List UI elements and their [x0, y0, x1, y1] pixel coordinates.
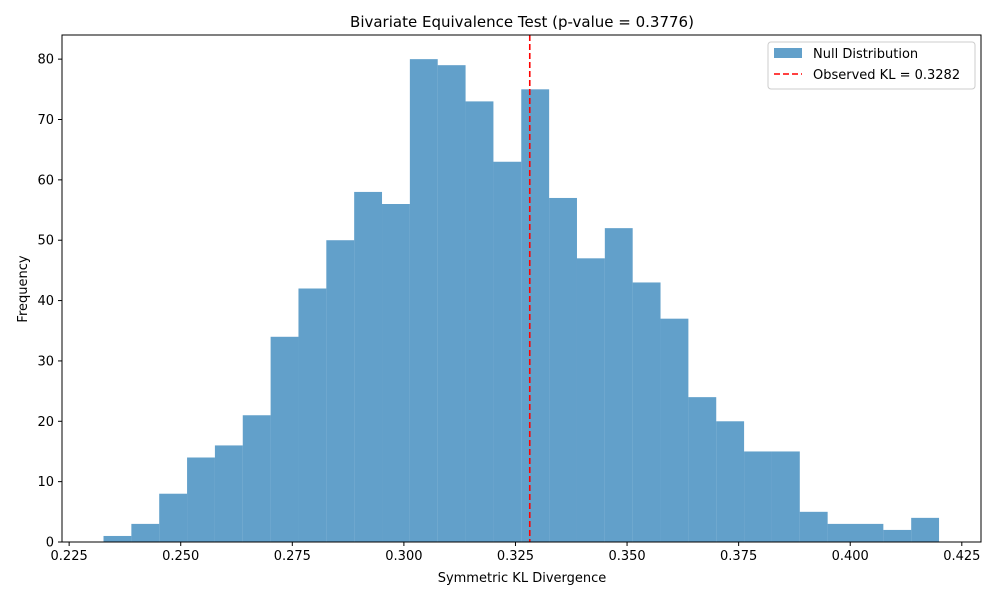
legend-observed-label: Observed KL = 0.3282	[813, 68, 960, 83]
y-tick-label: 40	[37, 294, 54, 309]
histogram-bar	[187, 457, 215, 542]
histogram-bar	[298, 288, 327, 542]
y-axis-label: Frequency	[16, 255, 31, 322]
histogram-bar	[270, 336, 299, 542]
y-tick-label: 20	[37, 415, 54, 430]
y-axis-ticks: 0 10 20 30 40 50 60 70 80	[37, 53, 62, 551]
x-tick-label: 0.375	[720, 549, 757, 564]
histogram-bar	[521, 89, 550, 543]
chart-title: Bivariate Equivalence Test (p-value = 0.…	[350, 13, 694, 31]
histogram-bar	[688, 397, 717, 542]
y-tick-label: 60	[37, 173, 54, 188]
histogram-bar	[382, 204, 410, 542]
histogram-bar	[103, 535, 132, 542]
histogram-bar	[242, 415, 271, 542]
y-tick-label: 80	[37, 53, 54, 68]
histogram-bar	[604, 228, 633, 542]
x-tick-label: 0.250	[162, 549, 199, 564]
histogram-bar	[214, 445, 243, 542]
histogram-bar	[911, 517, 940, 542]
histogram-bar	[883, 529, 912, 542]
legend-box	[767, 41, 976, 90]
legend-null-label: Null Distribution	[813, 47, 918, 62]
histogram-bar	[799, 511, 828, 542]
y-tick-label: 70	[37, 113, 54, 128]
histogram-bar	[465, 101, 494, 543]
histogram-bar	[326, 240, 355, 542]
histogram-bar	[493, 161, 522, 542]
histogram-bar	[131, 523, 160, 542]
x-tick-label: 0.325	[497, 549, 534, 564]
x-axis-label: Symmetric KL Divergence	[438, 571, 607, 586]
histogram-bar	[159, 493, 188, 542]
x-tick-label: 0.275	[274, 549, 311, 564]
legend-null-swatch	[774, 48, 802, 58]
histogram-bar	[437, 65, 466, 542]
histogram-bar	[744, 451, 772, 542]
histogram-bar	[632, 282, 661, 542]
histogram-bar	[716, 421, 745, 542]
y-tick-label: 10	[37, 475, 54, 490]
x-tick-label: 0.350	[608, 549, 645, 564]
histogram-bar	[409, 59, 438, 543]
y-tick-label: 30	[37, 354, 54, 369]
x-tick-label: 0.425	[943, 549, 980, 564]
plot-frame	[61, 34, 982, 543]
histogram-bar	[354, 191, 383, 542]
histogram-bar	[660, 318, 689, 542]
histogram-bar	[827, 523, 856, 542]
x-tick-label: 0.225	[51, 549, 88, 564]
y-tick-label: 50	[37, 234, 54, 249]
x-tick-label: 0.300	[385, 549, 422, 564]
histogram-bar	[771, 451, 800, 542]
histogram-bar	[576, 258, 605, 542]
x-tick-label: 0.400	[832, 549, 869, 564]
x-axis-ticks: 0.225 0.250 0.275 0.300 0.325 0.350 0.375 0.400…	[51, 542, 980, 564]
y-tick-label: 0	[46, 536, 54, 551]
histogram-bar	[855, 523, 884, 542]
histogram-bar	[549, 197, 577, 542]
legend: Null Distribution Observed KL = 0.3282	[767, 41, 976, 90]
histogram-bars	[103, 59, 940, 543]
